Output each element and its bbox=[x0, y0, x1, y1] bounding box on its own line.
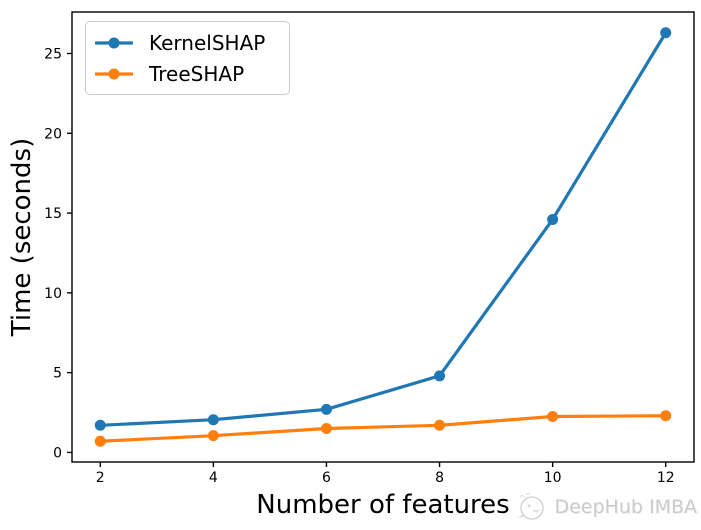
series-line-treeshap bbox=[98, 414, 668, 443]
series-line-kernelshap bbox=[98, 31, 668, 427]
y-tick-label: 25 bbox=[44, 46, 62, 62]
data-point-kernelshap bbox=[547, 213, 559, 225]
legend-marker bbox=[108, 37, 120, 48]
legend: KernelSHAP TreeSHAP bbox=[85, 21, 291, 95]
y-tick-label: 15 bbox=[44, 206, 62, 222]
x-tick-label: 12 bbox=[657, 470, 675, 486]
y-tick-label: 10 bbox=[44, 286, 62, 302]
y-tick-label: 0 bbox=[53, 445, 62, 461]
y-tick-label: 20 bbox=[44, 126, 62, 142]
y-axis-label: Time (seconds) bbox=[7, 138, 37, 337]
legend-swatch-treeshap bbox=[95, 68, 133, 79]
legend-item-kernelshap: KernelSHAP bbox=[95, 29, 265, 56]
legend-marker bbox=[108, 68, 120, 79]
x-tick-label: 2 bbox=[96, 470, 105, 486]
data-point-kernelshap bbox=[660, 27, 672, 39]
chart-series bbox=[94, 27, 672, 447]
y-tick-label: 5 bbox=[53, 366, 62, 382]
data-point-treeshap bbox=[207, 430, 219, 442]
data-point-kernelshap bbox=[207, 414, 219, 426]
data-point-treeshap bbox=[547, 411, 559, 423]
data-point-treeshap bbox=[660, 410, 672, 422]
legend-swatch-kernelshap bbox=[95, 37, 133, 48]
legend-label-treeshap: TreeSHAP bbox=[149, 61, 245, 86]
legend-item-treeshap: TreeSHAP bbox=[95, 60, 265, 87]
data-point-treeshap bbox=[320, 422, 332, 434]
data-point-kernelshap bbox=[94, 419, 106, 431]
data-point-kernelshap bbox=[320, 403, 332, 415]
plot-area-border bbox=[71, 11, 695, 463]
legend-label-kernelshap: KernelSHAP bbox=[149, 30, 266, 55]
x-tick-label: 10 bbox=[544, 470, 562, 486]
x-axis-label: Number of features bbox=[256, 490, 509, 520]
data-point-kernelshap bbox=[434, 370, 446, 382]
x-tick-label: 6 bbox=[322, 470, 331, 486]
x-tick-label: 8 bbox=[435, 470, 444, 486]
axis-ticks: 2 4 6 8 10 12 0 5 10 15 20 25 bbox=[44, 46, 674, 486]
data-point-treeshap bbox=[94, 435, 106, 447]
x-tick-label: 4 bbox=[209, 470, 218, 486]
data-point-treeshap bbox=[434, 419, 446, 431]
